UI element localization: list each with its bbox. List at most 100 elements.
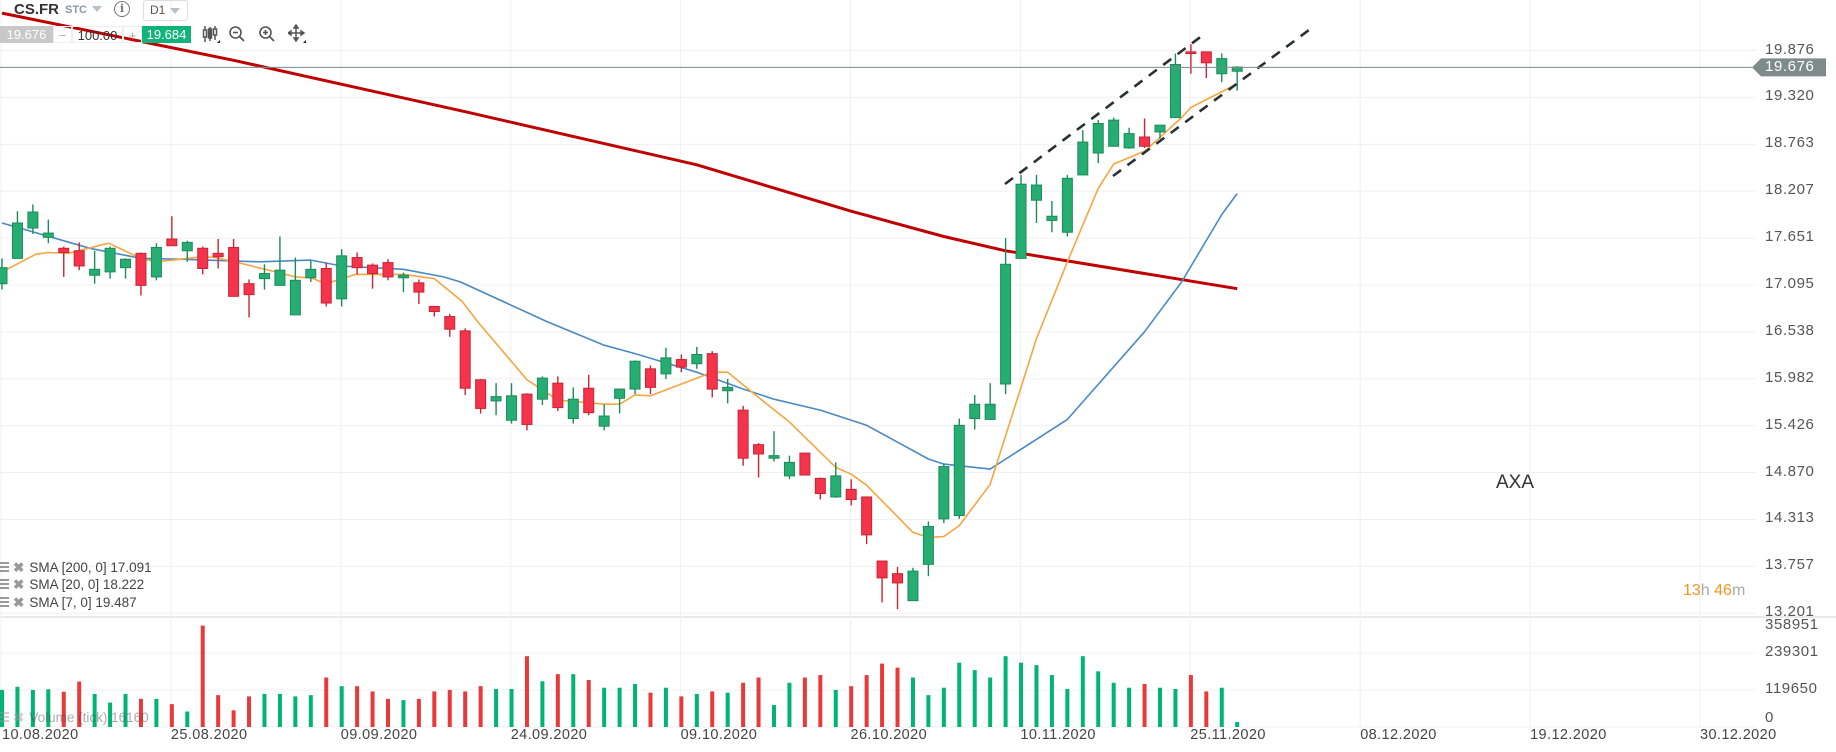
candle bbox=[104, 246, 116, 279]
volume-bar bbox=[663, 687, 668, 727]
volume-axis-label: 239301 bbox=[1765, 643, 1819, 660]
volume-bar bbox=[1003, 656, 1008, 727]
candle bbox=[382, 259, 394, 281]
volume-bar bbox=[463, 691, 468, 727]
trend-channel-drawing[interactable] bbox=[1004, 25, 1314, 186]
candle bbox=[567, 387, 579, 424]
volume-bar bbox=[818, 675, 823, 727]
candle bbox=[413, 279, 425, 304]
trend-line-lower[interactable] bbox=[1112, 25, 1314, 178]
candle-body bbox=[197, 247, 209, 269]
volume-bar bbox=[123, 693, 128, 727]
candle-body bbox=[722, 386, 734, 392]
volume-bar bbox=[1235, 722, 1240, 727]
volume-bar bbox=[571, 674, 576, 727]
candle-body bbox=[1216, 58, 1228, 75]
volume-bar bbox=[1096, 671, 1101, 727]
move-icon[interactable] bbox=[288, 24, 306, 44]
candle-body bbox=[1139, 136, 1151, 147]
candle-body bbox=[598, 415, 610, 427]
candle bbox=[753, 443, 765, 478]
price-axis-label: 14.870 bbox=[1765, 462, 1815, 480]
remove-indicator-icon[interactable]: ✖ bbox=[13, 560, 25, 575]
date-axis-label: 10.11.2020 bbox=[1020, 727, 1096, 743]
candle bbox=[598, 404, 610, 431]
candle-body bbox=[289, 279, 301, 316]
candle bbox=[1200, 51, 1212, 78]
info-icon[interactable]: i bbox=[114, 1, 130, 17]
candle-body bbox=[305, 268, 317, 279]
indicator-legend-sma7[interactable]: ✖ SMA [7, 0] 19.487 bbox=[0, 594, 137, 611]
trend-line-upper[interactable] bbox=[1004, 33, 1204, 186]
candle bbox=[1185, 44, 1197, 74]
volume-bar bbox=[910, 677, 915, 727]
remove-indicator-icon[interactable]: ✖ bbox=[13, 577, 25, 592]
candle bbox=[120, 258, 132, 279]
candle bbox=[197, 246, 209, 275]
candle-body bbox=[660, 357, 672, 375]
quantity-decrease-button[interactable]: − bbox=[53, 26, 72, 43]
volume-legend[interactable]: ✖ Volume (tick) 16160 bbox=[0, 709, 149, 726]
remove-indicator-icon[interactable]: ✖ bbox=[13, 710, 25, 725]
chart-header: CS.FR STC i D1 19.676 − 100.00 + 19.684 bbox=[0, 0, 340, 52]
candle bbox=[320, 262, 332, 307]
date-axis-label: 09.09.2020 bbox=[340, 727, 418, 743]
symbol-name[interactable]: CS.FR bbox=[14, 1, 59, 18]
candle-body bbox=[753, 444, 765, 455]
buy-price-button[interactable]: 19.684 bbox=[142, 26, 191, 43]
volume-bar bbox=[895, 667, 900, 727]
quantity-input[interactable]: 100.00 bbox=[72, 26, 123, 43]
indicator-settings-icon[interactable] bbox=[0, 597, 9, 608]
volume-bar bbox=[602, 687, 607, 727]
candle-body bbox=[475, 379, 487, 409]
remove-indicator-icon[interactable]: ✖ bbox=[13, 595, 25, 610]
volume-bar bbox=[339, 686, 344, 727]
indicator-label: SMA [200, 0] 17.091 bbox=[29, 560, 152, 575]
candle bbox=[706, 351, 718, 398]
candle bbox=[536, 376, 548, 406]
timer-minutes-unit: m bbox=[1731, 582, 1746, 599]
volume-bar bbox=[617, 687, 622, 727]
volume-bar bbox=[169, 704, 174, 727]
candle-body bbox=[73, 250, 85, 267]
volume-bar bbox=[324, 677, 329, 727]
candle-body bbox=[830, 475, 842, 498]
volume-bar bbox=[540, 681, 545, 727]
candle-body bbox=[11, 222, 23, 259]
candle-countdown: 13h 46m bbox=[1683, 582, 1745, 600]
candle bbox=[1139, 118, 1151, 148]
indicator-legend-sma20[interactable]: ✖ SMA [20, 0] 18.222 bbox=[0, 576, 144, 593]
candles-icon[interactable] bbox=[202, 24, 220, 44]
sell-price-button[interactable]: 19.676 bbox=[0, 26, 53, 43]
volume-bar bbox=[200, 625, 205, 727]
candle-body bbox=[984, 403, 996, 420]
indicator-legend-sma200[interactable]: ✖ SMA [200, 0] 17.091 bbox=[0, 559, 152, 576]
volume-bar bbox=[1111, 682, 1116, 727]
candle-body bbox=[799, 452, 811, 476]
volume-bar bbox=[509, 688, 514, 727]
symbol-dropdown-chevron-icon[interactable] bbox=[92, 6, 102, 12]
current-price-tag-bg bbox=[1752, 58, 1826, 77]
candle bbox=[521, 393, 533, 431]
candle bbox=[506, 383, 518, 424]
zoom-out-icon[interactable] bbox=[228, 24, 246, 44]
candle bbox=[938, 464, 950, 524]
candle-body bbox=[953, 424, 965, 516]
quantity-increase-button[interactable]: + bbox=[123, 26, 142, 43]
timeframe-select[interactable]: D1 bbox=[143, 0, 188, 21]
indicator-settings-icon[interactable] bbox=[0, 579, 9, 590]
candle-body bbox=[706, 353, 718, 390]
indicator-settings-icon[interactable] bbox=[0, 562, 9, 573]
candle bbox=[969, 394, 981, 430]
candle-body bbox=[490, 396, 502, 402]
candle-body bbox=[89, 268, 101, 276]
volume-bar bbox=[988, 677, 993, 727]
volume-bar bbox=[61, 691, 66, 727]
candle-body bbox=[1200, 51, 1212, 64]
volume-label: Volume (tick) 16160 bbox=[29, 710, 149, 725]
candle bbox=[1046, 201, 1058, 233]
price-axis-label: 15.982 bbox=[1765, 368, 1815, 386]
indicator-settings-icon[interactable] bbox=[0, 712, 9, 723]
zoom-in-icon[interactable] bbox=[258, 24, 276, 44]
